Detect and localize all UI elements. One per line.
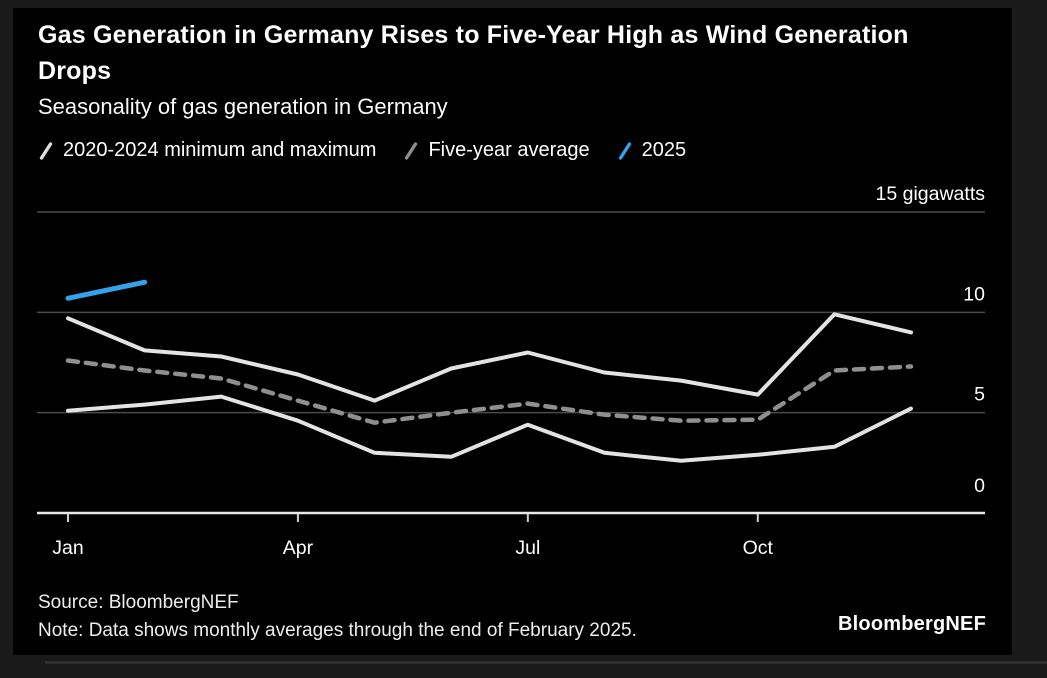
- source-text: Source: BloombergNEF: [38, 592, 239, 613]
- x-tick-label-apr: Apr: [283, 537, 314, 559]
- year-2025-slash-icon: [618, 141, 631, 160]
- chart-legend: 2020-2024 minimum and maximum Five-year …: [38, 139, 686, 162]
- minmax-slash-icon: [39, 141, 53, 160]
- series-2025-line: [65, 279, 148, 301]
- series-2020-2024-maximum-line: [66, 312, 913, 403]
- legend-item-2025: 2025: [617, 139, 687, 162]
- x-tick-label-jan: Jan: [52, 537, 83, 559]
- chart-plot: 15 gigawatts 10 5 0 Jan Apr Jul Oct: [37, 183, 986, 559]
- legend-item-average: Five-year average: [403, 139, 590, 162]
- note-text: Note: Data shows monthly averages throug…: [38, 619, 637, 641]
- average-slash-icon: [405, 141, 418, 160]
- page-divider: [45, 661, 1047, 664]
- legend-item-minmax: 2020-2024 minimum and maximum: [38, 139, 376, 162]
- bloombergnef-logo: BloombergNEF: [838, 613, 986, 635]
- chart-title: Gas Generation in Germany Rises to Five-…: [38, 21, 909, 85]
- chart-card: Gas Generation in Germany Rises to Five-…: [13, 8, 1012, 655]
- chart-subtitle: Seasonality of gas generation in Germany: [38, 94, 448, 119]
- y-tick-label-10: 10: [963, 283, 985, 305]
- x-tick-label-jul: Jul: [515, 537, 540, 559]
- legend-item-label: 2020-2024 minimum and maximum: [63, 139, 377, 161]
- y-tick-label-5: 5: [974, 384, 985, 406]
- y-tick-label-0: 0: [974, 475, 985, 497]
- series-2020-2024-minimum-line: [66, 394, 913, 463]
- x-tick-label-oct: Oct: [743, 537, 774, 559]
- legend-item-label: Five-year average: [428, 139, 590, 161]
- chart-footer: Source: BloombergNEF Note: Data shows mo…: [38, 589, 637, 644]
- legend-item-label: 2025: [641, 139, 687, 161]
- y-tick-label-15: 15 gigawatts: [876, 183, 986, 205]
